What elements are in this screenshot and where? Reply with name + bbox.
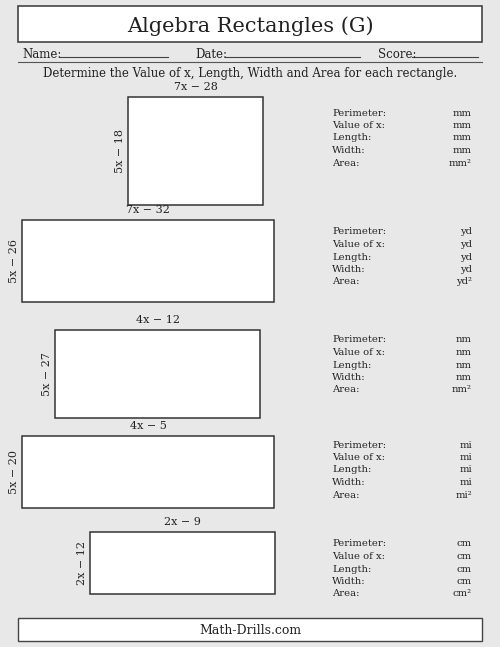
Text: Length:: Length: — [332, 564, 372, 573]
Text: 2x − 12: 2x − 12 — [77, 541, 87, 585]
Bar — [18, 618, 482, 641]
Text: Perimeter:: Perimeter: — [332, 228, 386, 237]
Text: mi: mi — [459, 478, 472, 487]
Text: 4x − 12: 4x − 12 — [136, 315, 180, 325]
Text: Area:: Area: — [332, 278, 359, 287]
Text: nm: nm — [456, 348, 472, 357]
Text: 5x − 27: 5x − 27 — [42, 352, 52, 396]
Bar — [22, 436, 274, 508]
Text: mi: mi — [459, 465, 472, 474]
Bar — [22, 220, 274, 302]
Text: Name:: Name: — [22, 47, 62, 61]
Text: Determine the Value of x, Length, Width and Area for each rectangle.: Determine the Value of x, Length, Width … — [43, 67, 457, 80]
Text: Length:: Length: — [332, 360, 372, 369]
Text: nm: nm — [456, 360, 472, 369]
Text: Length:: Length: — [332, 252, 372, 261]
Text: Perimeter:: Perimeter: — [332, 540, 386, 549]
Text: mi: mi — [459, 453, 472, 462]
Text: Value of x:: Value of x: — [332, 240, 385, 249]
Text: Value of x:: Value of x: — [332, 121, 385, 130]
Text: 2x − 9: 2x − 9 — [164, 517, 201, 527]
Text: mm: mm — [453, 121, 472, 130]
Text: nm: nm — [456, 373, 472, 382]
Text: 5x − 20: 5x − 20 — [9, 450, 19, 494]
Text: Value of x:: Value of x: — [332, 552, 385, 561]
Text: mm: mm — [453, 109, 472, 118]
Text: Area:: Area: — [332, 386, 359, 395]
Bar — [128, 97, 263, 205]
Text: Width:: Width: — [332, 478, 366, 487]
Text: Width:: Width: — [332, 577, 366, 586]
Text: Width:: Width: — [332, 265, 366, 274]
Text: Algebra Rectangles (G): Algebra Rectangles (G) — [126, 16, 374, 36]
Bar — [18, 6, 482, 42]
Text: Perimeter:: Perimeter: — [332, 109, 386, 118]
Text: nm²: nm² — [452, 386, 472, 395]
Text: Area:: Area: — [332, 159, 359, 168]
Text: yd: yd — [460, 252, 472, 261]
Text: Length:: Length: — [332, 465, 372, 474]
Text: yd: yd — [460, 265, 472, 274]
Text: Area:: Area: — [332, 589, 359, 598]
Text: mi²: mi² — [455, 490, 472, 499]
Text: Area:: Area: — [332, 490, 359, 499]
Text: Perimeter:: Perimeter: — [332, 336, 386, 344]
Text: Width:: Width: — [332, 373, 366, 382]
Text: Length:: Length: — [332, 133, 372, 142]
Text: 5x − 18: 5x − 18 — [115, 129, 125, 173]
Bar — [90, 532, 275, 594]
Text: 7x − 28: 7x − 28 — [174, 82, 218, 92]
Text: mm: mm — [453, 133, 472, 142]
Text: cm: cm — [457, 564, 472, 573]
Text: cm: cm — [457, 540, 472, 549]
Text: yd²: yd² — [456, 278, 472, 287]
Text: cm: cm — [457, 552, 472, 561]
Text: mi: mi — [459, 441, 472, 450]
Bar — [55, 330, 260, 418]
Text: Math-Drills.com: Math-Drills.com — [199, 624, 301, 637]
Text: Width:: Width: — [332, 146, 366, 155]
Text: nm: nm — [456, 336, 472, 344]
Text: Perimeter:: Perimeter: — [332, 441, 386, 450]
Text: yd: yd — [460, 228, 472, 237]
Text: Date:: Date: — [195, 47, 227, 61]
Text: 4x − 5: 4x − 5 — [130, 421, 166, 431]
Text: mm: mm — [453, 146, 472, 155]
Text: Value of x:: Value of x: — [332, 453, 385, 462]
Text: yd: yd — [460, 240, 472, 249]
Text: Value of x:: Value of x: — [332, 348, 385, 357]
Text: cm: cm — [457, 577, 472, 586]
Text: 7x − 32: 7x − 32 — [126, 205, 170, 215]
Text: 5x − 26: 5x − 26 — [9, 239, 19, 283]
Text: mm²: mm² — [449, 159, 472, 168]
Text: cm²: cm² — [453, 589, 472, 598]
Text: Score:: Score: — [378, 47, 416, 61]
